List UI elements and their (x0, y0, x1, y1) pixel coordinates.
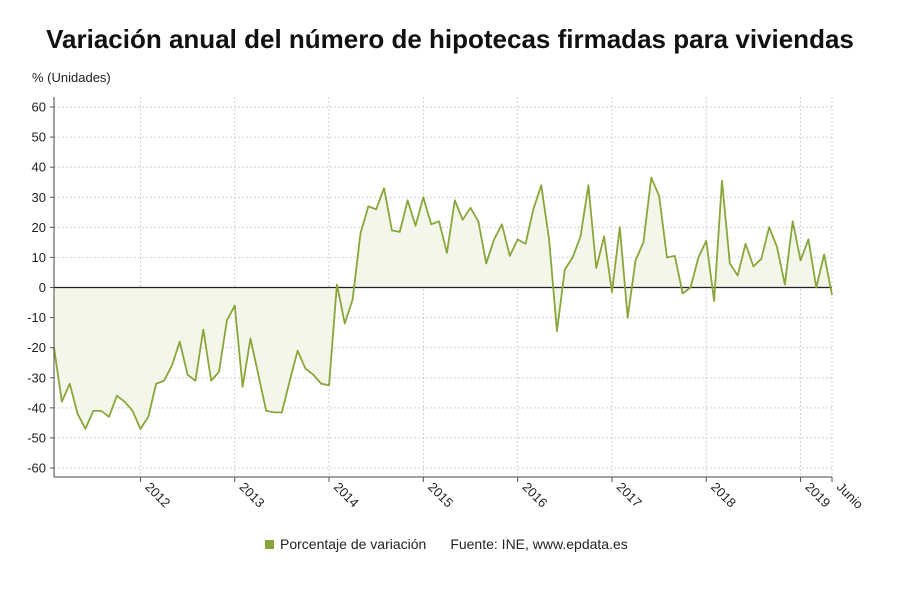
y-tick-label: -10 (27, 310, 46, 325)
y-tick-label: 0 (39, 280, 46, 295)
y-tick-label: -30 (27, 370, 46, 385)
y-tick-label: 30 (32, 190, 46, 205)
y-tick-label: 40 (32, 160, 46, 175)
y-tick-label: 20 (32, 220, 46, 235)
y-tick-label: 60 (32, 100, 46, 115)
series-line (53, 176, 833, 430)
legend-series-label: Porcentaje de variación (280, 536, 427, 552)
horizontal-gridlines (50, 106, 832, 469)
x-axis-tick-labels: 2012 2013 2014 2015 2016 2017 2018 2019 Junio (142, 479, 866, 512)
y-axis-tick-labels: 60 50 40 30 20 10 0 -10 -20 -30 -40 -50 -60 (27, 100, 46, 476)
y-tick-label: 50 (32, 130, 46, 145)
x-tick-label: 2018 (708, 479, 739, 510)
x-tick-label: 2016 (519, 479, 550, 510)
chart-title: Variación anual del número de hipotecas … (46, 24, 854, 54)
y-tick-label: -50 (27, 430, 46, 445)
x-tick-label: 2014 (331, 479, 362, 510)
legend: Porcentaje de variación Fuente: INE, www… (265, 536, 628, 552)
y-tick-label: -40 (27, 400, 46, 415)
legend-swatch (265, 539, 274, 549)
y-tick-label: -20 (27, 340, 46, 355)
y-axis-unit: % (Unidades) (32, 70, 111, 85)
y-tick-label: -60 (27, 461, 46, 476)
y-tick-label: 10 (32, 250, 46, 265)
x-tick-label: 2012 (142, 479, 173, 510)
x-tick-label: 2015 (425, 479, 456, 510)
x-tick-label: 2017 (614, 479, 645, 510)
x-tick-label: Junio (834, 479, 867, 512)
source-note: Fuente: INE, www.epdata.es (450, 536, 628, 552)
x-tick-label: 2013 (237, 479, 268, 510)
series-area-fill (54, 177, 832, 429)
x-tick-label: 2019 (802, 479, 833, 510)
